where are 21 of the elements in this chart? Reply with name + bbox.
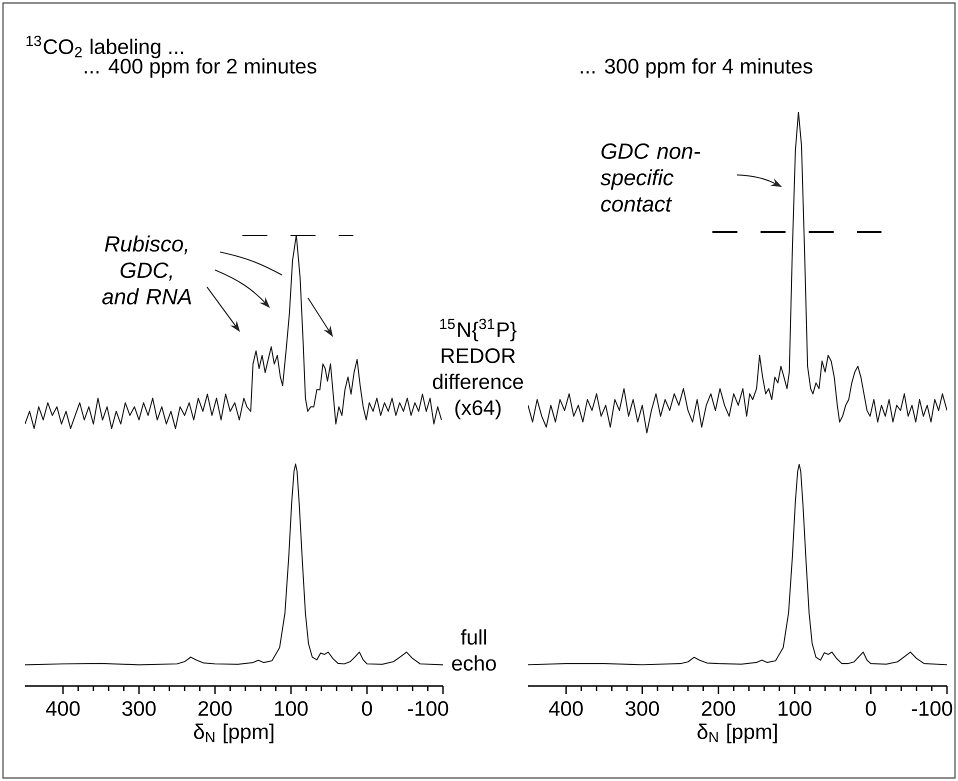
x-tick-label: 0	[362, 701, 372, 716]
x-tick-label: 0	[866, 701, 876, 716]
x-axis-title: δ$_{N}$ [ppm]	[698, 724, 777, 744]
annotation: Rubisco, GDC, and RNA	[102, 236, 192, 304]
text: $^{13}$CO$_{2}$ labeling ...	[26, 36, 184, 58]
x-tick-label: 200	[702, 701, 736, 716]
x-tick-label: 400	[46, 701, 80, 716]
chart-title: ... 300 ppm for 4 minutes	[580, 58, 812, 78]
x-tick-label: 300	[626, 701, 659, 716]
annotation: $^{15}$N{$^{31}$P} REDOR difference (x64)	[432, 318, 523, 420]
x-axis-title: δ$_{N}$ [ppm]	[194, 724, 274, 744]
x-tick-label: 200	[198, 701, 232, 716]
text: full echo	[452, 629, 496, 671]
x-tick-label: 100	[275, 701, 308, 716]
chart-title: ... 400 ppm for 2 minutes	[84, 58, 316, 78]
x-tick-label: 300	[122, 701, 156, 716]
x-tick-label: 400	[549, 701, 583, 716]
x-tick-label: 100	[778, 701, 812, 716]
x-tick-label: -100	[408, 701, 448, 716]
x-tick-label: -100	[912, 701, 952, 716]
annotation: GDC non-specific contact	[600, 143, 700, 212]
